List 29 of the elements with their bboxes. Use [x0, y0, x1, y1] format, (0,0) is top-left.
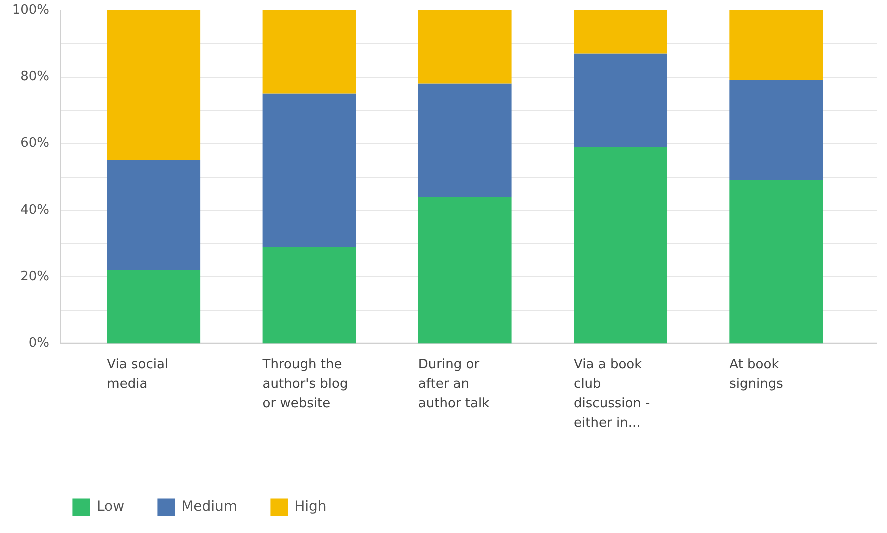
x-tick-label: Via social media — [107, 358, 169, 392]
bar — [574, 54, 668, 148]
bar — [262, 94, 356, 248]
x-tick-label: During or after an author talk — [418, 358, 490, 412]
bar — [730, 80, 824, 180]
y-tick-label: 80% — [20, 70, 50, 85]
y-tick-label: 100% — [12, 3, 50, 18]
y-tick-label: 60% — [20, 136, 50, 152]
bar — [730, 10, 824, 80]
bar — [418, 84, 512, 198]
legend-label: Low — [97, 499, 125, 515]
bar — [107, 160, 201, 270]
x-tick-label: At book signings — [730, 358, 784, 392]
bar — [107, 10, 201, 160]
legend-label: Medium — [182, 499, 238, 515]
bar — [730, 180, 824, 344]
legend-label: High — [294, 499, 327, 515]
x-tick-label: Via a book club discussion - either in... — [574, 358, 651, 432]
bar — [262, 247, 356, 344]
y-tick-label: 0% — [28, 336, 50, 352]
bar — [574, 10, 668, 54]
bar — [418, 10, 512, 84]
y-tick-label: 40% — [20, 202, 50, 218]
bar — [262, 10, 356, 94]
y-tick-label: 20% — [20, 269, 50, 284]
bar — [574, 147, 668, 344]
bar — [418, 197, 512, 344]
bar — [107, 270, 201, 344]
x-tick-label: Through the author's blog or website — [262, 358, 348, 412]
